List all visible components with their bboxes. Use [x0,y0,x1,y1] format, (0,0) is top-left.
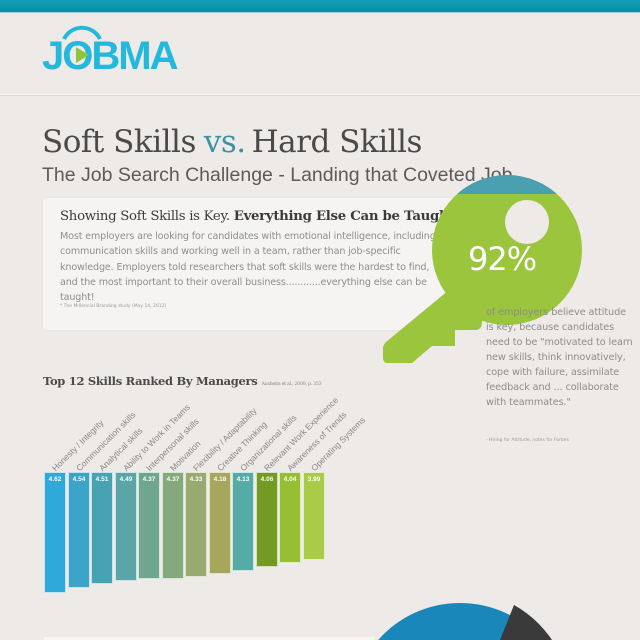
bar-value-label: 4.37 [142,476,156,483]
bar-value-label: 4.62 [48,476,62,483]
chart-bar: 4.49 [115,472,137,581]
page-title: Soft Skills vs. Hard Skills [42,124,422,160]
chart-bar: 4.54 [68,472,90,588]
card-heading: Showing Soft Skills is Key. Everything E… [60,209,459,224]
bar-value-label: 4.06 [260,476,274,483]
chart-bar: 4.51 [91,472,113,584]
card-body: Most employers are looking for candidate… [60,231,436,304]
bar-value-label: 4.18 [213,476,227,483]
next-section-card [44,637,374,640]
donut-segment-blue [378,603,542,640]
jobma-logo: JOBMA [42,25,180,77]
headphone-arc-icon [62,25,102,40]
chart-bar: 4.06 [256,472,278,567]
stat-quote: of employers believe attitude is key, be… [486,307,633,408]
soft-skills-info-card: Showing Soft Skills is Key. Everything E… [43,198,463,330]
chart-bar: 4.04 [279,472,301,563]
donut-segment-dark [500,605,552,640]
bar-value-label: 4.33 [189,476,203,483]
bar-value-label: 4.37 [166,476,180,483]
chart-title-text: Top 12 Skills Ranked By Managers [43,374,258,388]
bar-value-label: 4.51 [95,476,109,483]
page-subtitle: The Job Search Challenge - Landing that … [42,164,513,186]
chart-bar: 3.99 [303,472,325,560]
card-footnote: * The Millennial Branding study (May 14,… [60,304,167,309]
play-icon [76,47,89,63]
title-soft-skills: Soft Skills [42,124,196,160]
chart-bar: 4.33 [185,472,207,577]
chart-bar: 4.18 [209,472,231,574]
bar-value-label: 3.99 [307,476,321,483]
chart-bar: 4.13 [232,472,254,571]
chart-title: Top 12 Skills Ranked By Managers Ausheim … [43,374,322,388]
bar-value-label: 4.13 [236,476,250,483]
card-heading-bold: Everything Else Can be Taught. [233,209,459,224]
title-vs: vs. [203,124,246,160]
chart-bar: 4.37 [138,472,160,579]
chart-citation: Ausheim et al., 2009, p. 353 [261,382,322,387]
chart-bar: 4.37 [162,472,184,579]
card-heading-regular: Showing Soft Skills is Key. [60,209,230,224]
top-banner-bar [0,0,640,13]
logo-text: JOBMA [42,34,178,77]
chart-bar: 4.62 [44,472,66,593]
bar-value-label: 4.04 [283,476,297,483]
title-hard-skills: Hard Skills [251,124,423,160]
bar-value-label: 4.54 [72,476,86,483]
stat-source: - Hiring for Attitude, notes for Forbes [486,438,569,443]
stat-percentage: 92% [468,240,537,278]
bar-value-label: 4.49 [119,476,133,483]
header-divider [0,94,640,96]
